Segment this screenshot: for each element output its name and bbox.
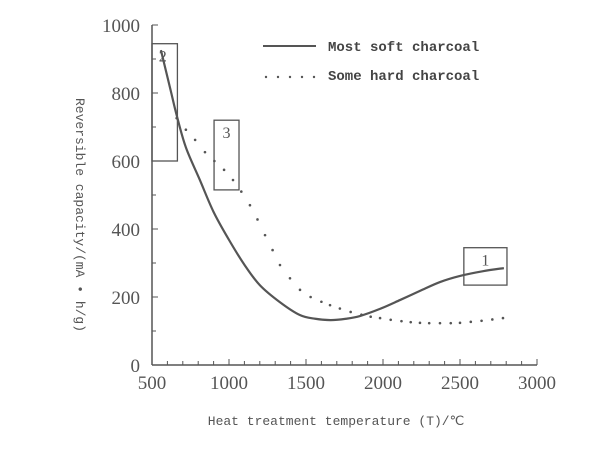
data-point bbox=[278, 263, 282, 267]
data-point bbox=[184, 128, 188, 132]
region-box-label: 3 bbox=[223, 125, 231, 142]
data-point bbox=[309, 295, 312, 299]
data-point bbox=[298, 288, 302, 292]
region-box-outline bbox=[213, 119, 240, 191]
legend-dot bbox=[276, 75, 280, 79]
data-point bbox=[328, 303, 332, 307]
legend-dot bbox=[312, 75, 316, 79]
data-point bbox=[369, 315, 372, 319]
data-point bbox=[349, 310, 352, 314]
data-point bbox=[360, 313, 363, 316]
data-point bbox=[222, 168, 226, 172]
data-point bbox=[320, 300, 323, 304]
y-tick-label: 400 bbox=[112, 220, 141, 241]
series-most-soft-charcoal bbox=[159, 49, 505, 322]
data-point bbox=[240, 190, 243, 193]
data-point bbox=[409, 320, 413, 324]
x-tick-label: 1500 bbox=[287, 373, 325, 394]
data-point bbox=[418, 321, 422, 325]
data-point bbox=[256, 218, 259, 221]
data-point bbox=[193, 138, 197, 142]
y-axis-title: Reversible capacity/(mA • h/g) bbox=[72, 98, 87, 332]
region-box-1: 1 bbox=[463, 247, 508, 286]
legend-swatch-some-hard-charcoal bbox=[264, 75, 316, 79]
data-point bbox=[338, 307, 342, 310]
x-tick-label: 3000 bbox=[518, 373, 556, 394]
x-tick-label: 500 bbox=[138, 373, 167, 394]
region-box-label: 1 bbox=[481, 253, 489, 270]
data-point bbox=[203, 150, 207, 154]
data-point bbox=[427, 321, 431, 325]
data-point bbox=[175, 116, 178, 120]
y-tick-label: 600 bbox=[112, 152, 141, 173]
region-box-outline bbox=[151, 43, 179, 162]
data-point bbox=[263, 233, 267, 237]
data-point bbox=[458, 321, 462, 325]
x-tick-label: 2000 bbox=[364, 373, 402, 394]
region-box-3: 3 bbox=[213, 119, 240, 191]
legend: Most soft charcoal Some hard charcoal bbox=[263, 40, 479, 85]
legend-dot bbox=[264, 75, 268, 79]
legend-dot bbox=[300, 75, 304, 79]
legend-label-most-soft-charcoal: Most soft charcoal bbox=[328, 40, 479, 56]
axes: 500 1000 1500 2000 2500 3000 0 200 400 600 800 1000 bbox=[102, 16, 556, 394]
data-point bbox=[378, 316, 382, 320]
data-point bbox=[480, 319, 483, 323]
x-tick-label: 2500 bbox=[441, 373, 479, 394]
legend-dot bbox=[288, 75, 292, 79]
data-point bbox=[271, 248, 274, 252]
region-box-outline bbox=[463, 247, 508, 286]
legend-label-some-hard-charcoal: Some hard charcoal bbox=[328, 69, 479, 85]
y-tick-label: 800 bbox=[112, 84, 141, 105]
data-point bbox=[389, 318, 393, 322]
y-tick-label: 0 bbox=[131, 356, 141, 377]
data-point bbox=[288, 277, 292, 280]
y-tick-label: 200 bbox=[112, 288, 141, 309]
data-point bbox=[231, 178, 235, 182]
data-point bbox=[491, 318, 494, 321]
data-point bbox=[400, 319, 403, 323]
x-axis-title: Heat treatment temperature (T)/℃ bbox=[208, 414, 464, 429]
series-some-hard-charcoal bbox=[175, 116, 505, 325]
series-group bbox=[159, 49, 505, 325]
data-point bbox=[213, 159, 216, 163]
data-point bbox=[469, 320, 473, 324]
data-point bbox=[449, 321, 453, 325]
data-point bbox=[248, 203, 252, 207]
series-line bbox=[159, 49, 505, 322]
y-tick-label: 1000 bbox=[102, 16, 140, 37]
data-point bbox=[501, 316, 505, 320]
x-tick-label: 1000 bbox=[210, 373, 248, 394]
data-point bbox=[438, 321, 442, 325]
